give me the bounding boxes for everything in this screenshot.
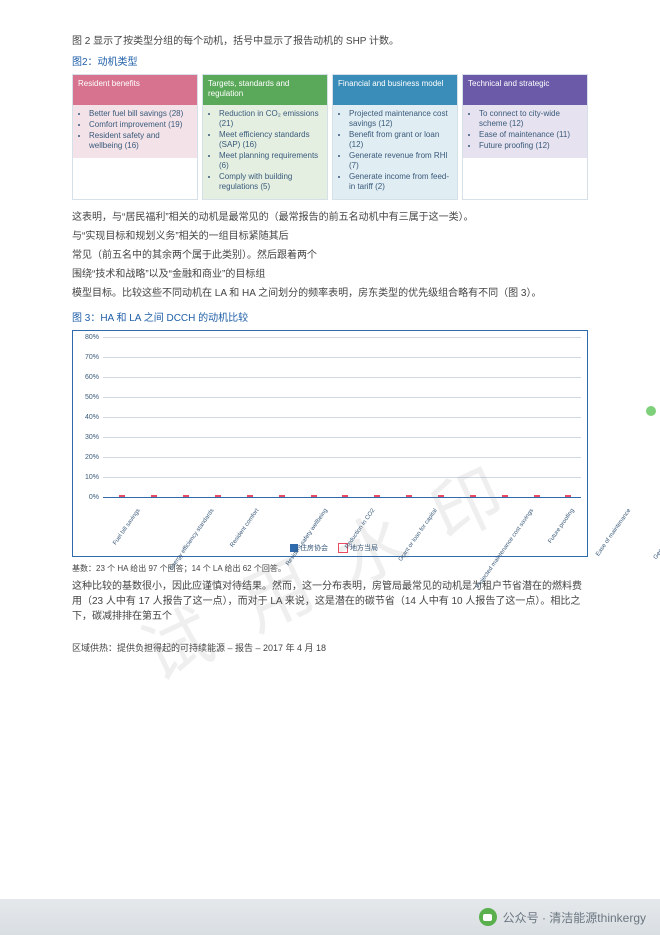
bottom-bar: 公众号 · 清洁能源thinkergy xyxy=(0,899,660,935)
gridline: 0% xyxy=(103,497,581,498)
gridline: 50% xyxy=(103,397,581,398)
box-item: Reduction in CO₂ emissions (21) xyxy=(219,109,321,129)
y-tick-label: 60% xyxy=(77,373,99,384)
box-item: Generate revenue from RHI (7) xyxy=(349,151,451,171)
box-item: Benefit from grant or loan (12) xyxy=(349,130,451,150)
box-body: Projected maintenance cost savings (12)B… xyxy=(333,105,457,199)
figure2-caption: 图2：动机类型 xyxy=(72,55,588,70)
box-item: Better fuel bill savings (28) xyxy=(89,109,191,119)
y-tick-label: 10% xyxy=(77,473,99,484)
box-item: Meet planning requirements (6) xyxy=(219,151,321,171)
motivation-box: Targets, standards and regulationReducti… xyxy=(202,74,328,200)
motivation-box: Resident benefitsBetter fuel bill saving… xyxy=(72,74,198,200)
box-body: To connect to city-wide scheme (12)Ease … xyxy=(463,105,587,158)
box-body: Reduction in CO₂ emissions (21)Meet effi… xyxy=(203,105,327,199)
y-tick-label: 50% xyxy=(77,393,99,404)
body-text: 模型目标。比较这些不同动机在 LA 和 HA 之间划分的频率表明，房东类型的优先… xyxy=(72,286,588,301)
chart-container: 0% 10% 20% 30% 40% 50% 60% 70% 80% Fuel bill sav… xyxy=(72,330,588,557)
box-header: Technical and strategic xyxy=(463,75,587,105)
box-header: Targets, standards and regulation xyxy=(203,75,327,105)
account-label[interactable]: 公众号 · 清洁能源thinkergy xyxy=(503,909,646,926)
box-item: Future proofing (12) xyxy=(479,141,581,151)
motivation-box: Financial and business modelProjected ma… xyxy=(332,74,458,200)
box-item: Ease of maintenance (11) xyxy=(479,130,581,140)
box-body: Better fuel bill savings (28)Comfort imp… xyxy=(73,105,197,158)
side-indicator-icon xyxy=(646,406,656,416)
box-item: Meet efficiency standards (SAP) (16) xyxy=(219,130,321,150)
box-header: Resident benefits xyxy=(73,75,197,105)
figure3-caption: 图 3：HA 和 LA 之间 DCCH 的动机比较 xyxy=(72,311,588,326)
gridline: 30% xyxy=(103,437,581,438)
motivation-boxes: Resident benefitsBetter fuel bill saving… xyxy=(72,74,588,200)
box-item: Resident safety and wellbeing (16) xyxy=(89,131,191,151)
gridline: 40% xyxy=(103,417,581,418)
body-text: 常见（前五名中的其余两个属于此类别）。然后跟着两个 xyxy=(72,248,588,263)
gridline: 10% xyxy=(103,477,581,478)
analysis-paragraph-a: 这表明，与“居民福利”相关的动机是最常见的（最常报告的前五名动机中有三属于这一类… xyxy=(72,210,588,301)
y-tick-label: 80% xyxy=(77,333,99,344)
box-item: Generate income from feed-in tariff (2) xyxy=(349,172,451,192)
y-tick-label: 20% xyxy=(77,453,99,464)
body-text: 这表明，与“居民福利”相关的动机是最常见的（最常报告的前五名动机中有三属于这一类… xyxy=(72,210,588,225)
y-tick-label: 30% xyxy=(77,433,99,444)
chart-x-axis: Fuel bill savingsEnergy efficiency stand… xyxy=(103,497,581,551)
document-body: 图 2 显示了按类型分组的每个动机，括号中显示了报告动机的 SHP 计数。 图2… xyxy=(0,0,660,656)
box-item: Comply with building regulations (5) xyxy=(219,172,321,192)
motivation-box: Technical and strategicTo connect to cit… xyxy=(462,74,588,200)
y-tick-label: 0% xyxy=(77,493,99,504)
gridline: 20% xyxy=(103,457,581,458)
page-footer: 区域供热：提供负担得起的可持续能源 – 报告 – 2017 年 4 月 18 xyxy=(72,642,588,656)
x-tick-label: Ease of maintenance xyxy=(594,507,660,584)
body-text: 与“实现目标和规划义务”相关的一组目标紧随其后 xyxy=(72,229,588,244)
bar-chart: 0% 10% 20% 30% 40% 50% 60% 70% 80% xyxy=(103,337,581,497)
y-tick-label: 70% xyxy=(77,353,99,364)
box-item: To connect to city-wide scheme (12) xyxy=(479,109,581,129)
box-header: Financial and business model xyxy=(333,75,457,105)
intro-text: 图 2 显示了按类型分组的每个动机，括号中显示了报告动机的 SHP 计数。 xyxy=(72,34,588,49)
body-text: 围绕“技术和战略”以及“金融和商业”的目标组 xyxy=(72,267,588,282)
box-item: Comfort improvement (19) xyxy=(89,120,191,130)
box-item: Projected maintenance cost savings (12) xyxy=(349,109,451,129)
gridline: 60% xyxy=(103,377,581,378)
x-tick-label: Grant or loan for capital xyxy=(397,507,477,589)
y-tick-label: 40% xyxy=(77,413,99,424)
gridline: 70% xyxy=(103,357,581,358)
gridline: 80% xyxy=(103,337,581,338)
document-page: 图 2 显示了按类型分组的每个动机，括号中显示了报告动机的 SHP 计数。 图2… xyxy=(0,0,660,935)
wechat-icon xyxy=(479,908,497,926)
